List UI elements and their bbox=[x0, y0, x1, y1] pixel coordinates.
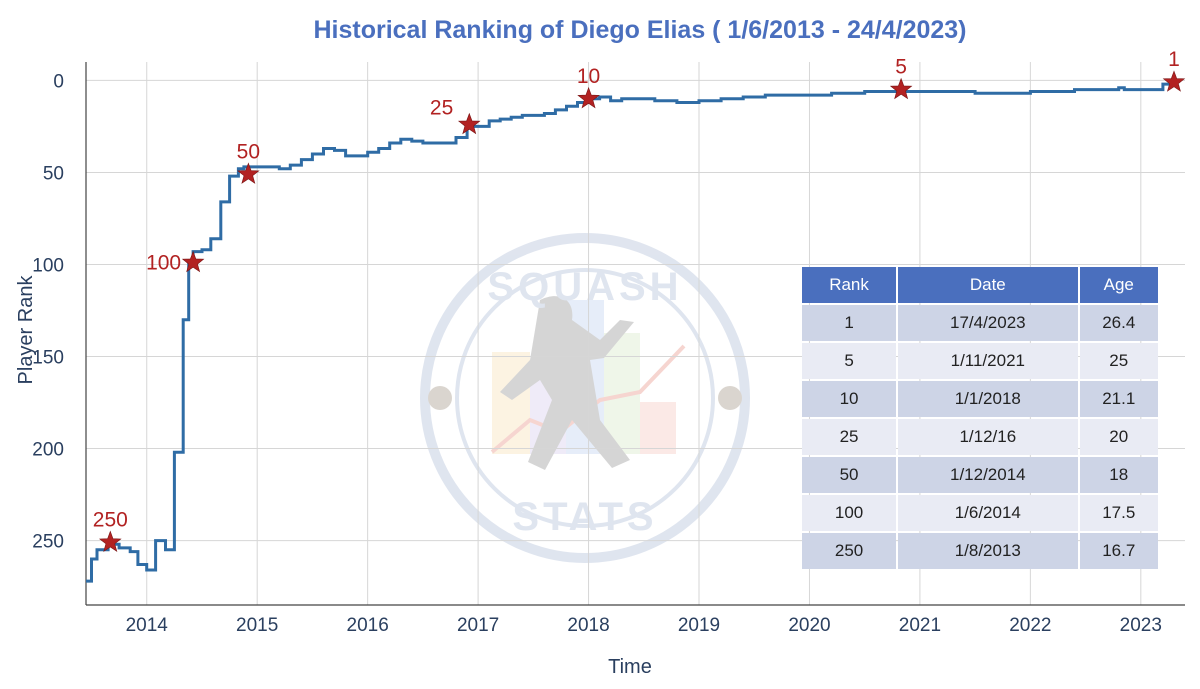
x-tick-label: 2022 bbox=[1009, 615, 1051, 636]
table-header-date: Date bbox=[898, 267, 1078, 303]
chart-title: Historical Ranking of Diego Elias ( 1/6/… bbox=[313, 16, 966, 44]
table-header-age: Age bbox=[1079, 267, 1158, 303]
watermark-bar-icon bbox=[566, 300, 604, 454]
table-cell-rank: 50 bbox=[802, 457, 897, 493]
milestone-label: 10 bbox=[577, 65, 600, 88]
table-header-row: Rank Date Age bbox=[802, 267, 1158, 303]
watermark-bar-icon bbox=[640, 402, 676, 454]
table-cell-date: 1/6/2014 bbox=[898, 495, 1078, 531]
watermark-inner-ring bbox=[455, 268, 715, 528]
y-tick-label: 50 bbox=[43, 163, 64, 184]
table-cell-age: 18 bbox=[1079, 457, 1158, 493]
table-body: 1 17/4/2023 26.4 5 1/11/2021 25 10 1/1/2018 21.1… bbox=[802, 305, 1158, 569]
x-tick-label: 2021 bbox=[899, 615, 941, 636]
table-cell-age: 20 bbox=[1079, 419, 1158, 455]
table-cell-rank: 25 bbox=[802, 419, 897, 455]
y-axis-label: Player Rank bbox=[15, 275, 37, 385]
milestone-star-icon bbox=[181, 250, 205, 273]
milestone-table: Rank Date Age 1 17/4/2023 26.4 5 1/11/2021 25… bbox=[800, 265, 1160, 571]
table-row: 100 1/6/2014 17.5 bbox=[802, 495, 1158, 531]
watermark-top-text: SQUASH bbox=[487, 265, 682, 309]
watermark-bar-icon bbox=[492, 352, 530, 454]
table-cell-rank: 250 bbox=[802, 533, 897, 569]
milestone-star-icon bbox=[237, 162, 260, 184]
table-header-rank: Rank bbox=[802, 267, 897, 303]
table-cell-date: 1/12/16 bbox=[898, 419, 1078, 455]
table-cell-age: 16.7 bbox=[1079, 533, 1158, 569]
axes: 2014 2015 2016 2017 2018 2019 2020 2021 2022 2023… bbox=[32, 62, 1185, 636]
table-cell-rank: 5 bbox=[802, 343, 897, 379]
watermark-outer-ring bbox=[420, 233, 750, 563]
x-tick-label: 2020 bbox=[788, 615, 830, 636]
watermark-bottom-text: STATS bbox=[512, 495, 657, 539]
milestone-star-icon bbox=[577, 86, 600, 109]
y-tick-label: 150 bbox=[32, 348, 64, 369]
x-axis-label: Time bbox=[608, 656, 652, 678]
x-tick-label: 2023 bbox=[1120, 615, 1162, 636]
table-row: 1 17/4/2023 26.4 bbox=[802, 305, 1158, 341]
milestone-star-icon bbox=[457, 112, 481, 135]
table-cell-date: 1/8/2013 bbox=[898, 533, 1078, 569]
x-tick-label: 2016 bbox=[347, 615, 389, 636]
table-cell-rank: 1 bbox=[802, 305, 897, 341]
watermark-left-dot-icon bbox=[428, 386, 452, 410]
table-row: 10 1/1/2018 21.1 bbox=[802, 381, 1158, 417]
series-layer bbox=[86, 82, 1176, 583]
table-cell-age: 26.4 bbox=[1079, 305, 1158, 341]
x-tick-label: 2017 bbox=[457, 615, 499, 636]
milestone-star-icon bbox=[98, 530, 122, 552]
y-tick-label: 0 bbox=[53, 71, 64, 92]
milestone-star-icon bbox=[1162, 70, 1186, 92]
table-row: 25 1/12/16 20 bbox=[802, 419, 1158, 455]
squash-stats-watermark: SQUASH STATS bbox=[420, 233, 750, 563]
table-cell-rank: 100 bbox=[802, 495, 897, 531]
x-tick-label: 2018 bbox=[567, 615, 609, 636]
milestone-label: 100 bbox=[146, 252, 181, 275]
milestone-label: 25 bbox=[430, 97, 453, 120]
watermark-trend-icon bbox=[490, 344, 686, 454]
table-cell-date: 17/4/2023 bbox=[898, 305, 1078, 341]
table-cell-rank: 10 bbox=[802, 381, 897, 417]
x-tick-label: 2014 bbox=[126, 615, 169, 636]
table-cell-age: 21.1 bbox=[1079, 381, 1158, 417]
milestone-label: 1 bbox=[1168, 48, 1180, 71]
table-row: 50 1/12/2014 18 bbox=[802, 457, 1158, 493]
x-tick-label: 2019 bbox=[678, 615, 720, 636]
milestone-label: 50 bbox=[237, 140, 260, 163]
y-tick-label: 200 bbox=[32, 440, 64, 461]
milestone-label: 250 bbox=[93, 508, 128, 531]
table-row: 250 1/8/2013 16.7 bbox=[802, 533, 1158, 569]
table-cell-date: 1/1/2018 bbox=[898, 381, 1078, 417]
table-row: 5 1/11/2021 25 bbox=[802, 343, 1158, 379]
rank-line bbox=[86, 82, 1176, 583]
y-tick-label: 100 bbox=[32, 255, 64, 276]
milestone-label: 5 bbox=[895, 56, 907, 79]
y-tick-label: 250 bbox=[32, 532, 64, 553]
table-cell-date: 1/12/2014 bbox=[898, 457, 1078, 493]
table-cell-age: 17.5 bbox=[1079, 495, 1158, 531]
table-cell-age: 25 bbox=[1079, 343, 1158, 379]
milestone-star-icon bbox=[889, 77, 913, 100]
x-tick-label: 2015 bbox=[236, 615, 278, 636]
watermark-bar-icon bbox=[604, 333, 640, 454]
watermark-player-icon bbox=[500, 296, 634, 470]
watermark-right-dot-icon bbox=[718, 386, 742, 410]
watermark-bar-icon bbox=[530, 375, 568, 454]
table-cell-date: 1/11/2021 bbox=[898, 343, 1078, 379]
